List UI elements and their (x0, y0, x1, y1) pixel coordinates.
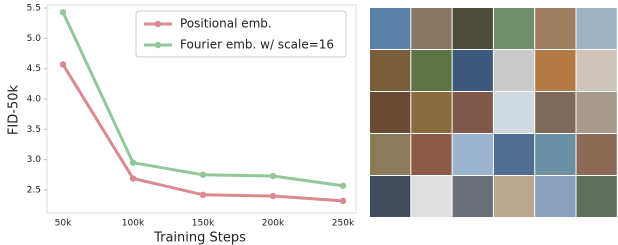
x-axis-label: Training Steps (153, 231, 246, 245)
sample-image (494, 50, 534, 91)
point (200, 172, 206, 178)
sample-image (535, 50, 575, 91)
sample-image (494, 176, 534, 217)
sample-image (411, 8, 451, 49)
sample-image (535, 92, 575, 133)
sample-image (411, 176, 451, 217)
sample-image (370, 134, 410, 175)
x-tick-label: 50k (55, 219, 72, 229)
x-tick-label: 250k (332, 219, 355, 229)
sample-image (577, 50, 617, 91)
y-tick-label: 5.5 (27, 4, 41, 14)
sample-image (411, 92, 451, 133)
sample-image (453, 92, 493, 133)
sample-image (453, 134, 493, 175)
x-tick-label: 150k (192, 219, 215, 229)
point (340, 183, 346, 189)
y-tick-label: 4.5 (27, 64, 41, 74)
sample-image (577, 8, 617, 49)
point (60, 61, 66, 67)
point (200, 192, 206, 198)
point (270, 173, 276, 179)
sample-image (535, 176, 575, 217)
legend-marker (155, 42, 161, 48)
sample-image (453, 50, 493, 91)
x-tick-label: 200k (262, 219, 285, 229)
sample-image (453, 8, 493, 49)
y-tick-label: 3.0 (27, 155, 42, 165)
sample-image (494, 8, 534, 49)
y-tick-label: 2.5 (27, 185, 41, 195)
sample-image (494, 92, 534, 133)
point (130, 175, 136, 181)
point (270, 193, 276, 199)
sample-image (453, 176, 493, 217)
point (340, 198, 346, 204)
sample-image (370, 50, 410, 91)
point (60, 9, 66, 15)
sample-image (535, 134, 575, 175)
sample-image (535, 8, 575, 49)
y-tick-label: 4.0 (27, 94, 42, 104)
sample-image (577, 134, 617, 175)
y-tick-label: 5.0 (27, 34, 42, 44)
sample-image (577, 92, 617, 133)
sample-image (411, 50, 451, 91)
sample-image (494, 134, 534, 175)
legend-label: Positional emb. (180, 17, 272, 31)
figure: Training Steps FID-50k 2.5 3.0 3.5 4.0 4.5 5.… (0, 0, 618, 245)
legend-label: Fourier emb. w/ scale=16 (180, 38, 334, 52)
legend-marker (155, 21, 161, 27)
sample-image (370, 8, 410, 49)
y-tick-label: 3.5 (27, 125, 41, 135)
sample-grid (370, 8, 617, 217)
sample-image (577, 176, 617, 217)
page: Training Steps FID-50k 2.5 3.0 3.5 4.0 4.5 5.… (0, 0, 618, 245)
sample-image (411, 134, 451, 175)
y-axis-label: FID-50k (7, 84, 22, 135)
sample-image (370, 92, 410, 133)
sample-image (370, 176, 410, 217)
x-tick-label: 100k (122, 219, 145, 229)
point (130, 159, 136, 165)
